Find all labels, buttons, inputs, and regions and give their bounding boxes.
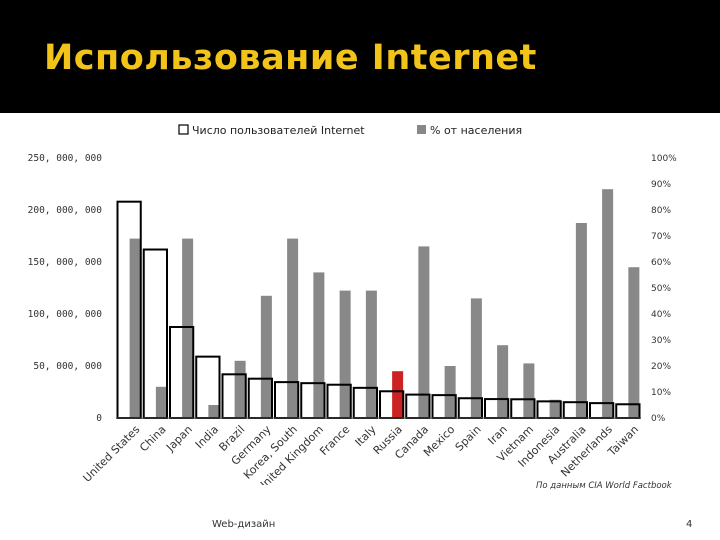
right-axis-tick-label: 30% — [651, 336, 671, 346]
title-bar: Использование Internet — [0, 0, 720, 113]
percent-bar — [392, 371, 404, 418]
left-axis-tick-label: 50, 000, 000 — [33, 361, 102, 372]
right-axis-tick-label: 100% — [651, 154, 677, 164]
left-axis-tick-label: 100, 000, 000 — [28, 309, 103, 320]
percent-bar — [287, 238, 299, 418]
percent-bar — [523, 363, 535, 418]
category-label: China — [137, 423, 168, 454]
slide-title: Использование Internet — [44, 38, 537, 78]
left-axis-tick-label: 250, 000, 000 — [28, 153, 103, 164]
percent-bar — [339, 290, 351, 418]
category-label: India — [193, 423, 221, 451]
left-axis-tick-label: 200, 000, 000 — [28, 205, 103, 216]
percent-bar — [602, 189, 614, 418]
right-axis-tick-label: 80% — [651, 206, 671, 216]
category-label: Japan — [163, 423, 195, 455]
percent-bar — [575, 223, 587, 418]
right-axis-tick-label: 60% — [651, 258, 671, 268]
source-note: По данным CIA World Factbook — [536, 481, 672, 491]
percent-bar — [444, 366, 456, 418]
legend-percent-label: % от населения — [430, 124, 522, 137]
internet-usage-chart: 0 50, 000, 000 100, 000, 000 150, 000, 000 2… — [28, 124, 678, 485]
left-axis-tick-label: 0 — [96, 413, 102, 424]
percent-bar — [182, 238, 194, 418]
percent-bar — [260, 295, 272, 418]
right-axis-tick-label: 50% — [651, 284, 671, 294]
right-axis-tick-label: 0% — [651, 414, 666, 424]
percent-bar — [470, 298, 482, 418]
percent-bar — [365, 290, 377, 418]
percent-bar — [628, 267, 640, 418]
category-label: United States — [80, 423, 142, 485]
percent-bar — [549, 399, 561, 418]
percent-bar — [234, 360, 246, 418]
page-number: 4 — [686, 519, 693, 530]
right-axis-tick-label: 70% — [651, 232, 671, 242]
legend-users-label: Число пользователей Internet — [192, 124, 365, 137]
right-axis-tick-label: 10% — [651, 388, 671, 398]
right-axis-tick-label: 90% — [651, 180, 671, 190]
percent-bar — [129, 238, 141, 418]
category-label: France — [317, 423, 352, 458]
legend-users-swatch — [178, 124, 189, 135]
right-axis-tick-label: 20% — [651, 362, 671, 372]
legend-percent-swatch — [417, 125, 426, 134]
percent-bar — [208, 405, 220, 418]
left-axis-tick-label: 150, 000, 000 — [28, 257, 103, 268]
percent-bar — [313, 272, 325, 418]
percent-bar — [418, 246, 430, 418]
footer-text: Web-дизайн — [212, 519, 276, 530]
right-axis-tick-label: 40% — [651, 310, 671, 320]
percent-bar — [497, 345, 509, 418]
category-label: Spain — [453, 423, 484, 454]
percent-bar — [155, 386, 167, 418]
